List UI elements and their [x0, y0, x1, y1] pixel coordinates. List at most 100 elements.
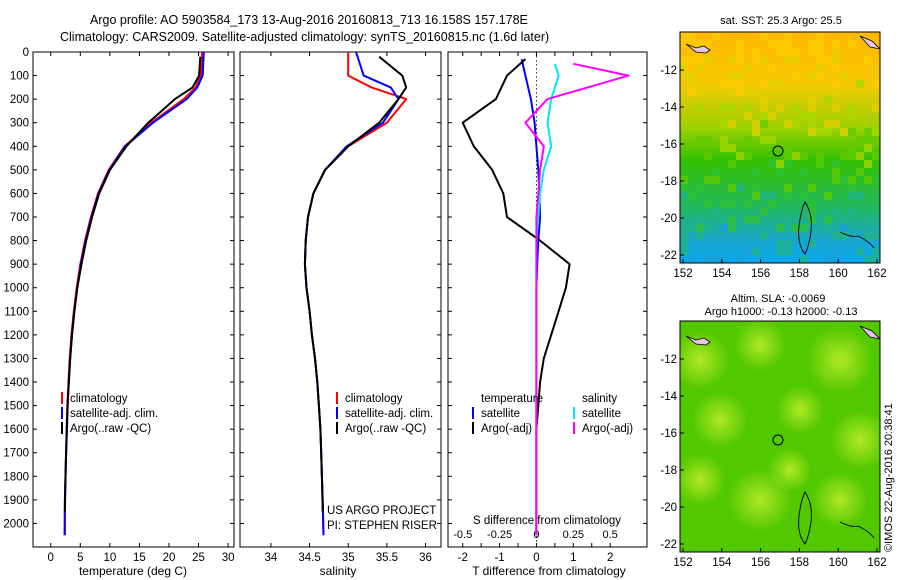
sst-pixel — [680, 240, 688, 248]
sla-patch — [806, 326, 874, 394]
sst-pixel — [704, 152, 712, 160]
legend-argo: Argo(..raw -QC) — [345, 423, 426, 435]
sst-pixel — [784, 160, 792, 168]
sst-pixel — [720, 144, 728, 152]
coastline — [685, 43, 711, 54]
x-tick-label: 35 — [342, 552, 355, 564]
sst-pixel — [720, 256, 728, 263]
sst-pixel — [856, 248, 864, 256]
x-tick-label: -2 — [458, 552, 468, 564]
sla-patch — [734, 321, 786, 371]
sst-pixel — [864, 176, 872, 184]
s-difference-label: S difference from climatology — [473, 515, 621, 527]
t-difference-xlabel: T difference from climatology — [472, 564, 626, 578]
x-tick-label: 156 — [751, 268, 770, 280]
sla-patch — [812, 472, 868, 528]
x-tick-label: 152 — [673, 268, 692, 280]
sst-pixel — [728, 72, 736, 80]
difference-panel: -2 -1 0 1 2 -0.5 -0.25 0 0.25 0.5 S difference f… — [447, 51, 648, 578]
sst-pixel — [768, 112, 776, 120]
sst-pixel — [824, 216, 832, 224]
y-tick-label: 1100 — [4, 306, 29, 318]
sst-pixel — [688, 40, 696, 48]
y-tick-label: -16 — [660, 428, 677, 440]
salinity-panel: 34 34.5 35 35.5 36 salinity climatology sate… — [239, 51, 442, 578]
y-tick-label: -14 — [660, 102, 677, 114]
sst-pixel — [784, 216, 792, 224]
sst-pixel — [720, 104, 728, 112]
salinity-lines — [303, 51, 408, 536]
sst-pixel — [832, 48, 840, 56]
sst-pixel — [680, 72, 688, 80]
sst-pixel — [744, 88, 752, 96]
sst-pixel — [728, 144, 736, 152]
sst-map: sat. SST: 25.3 Argo: 25.5 152 154 156 158 16… — [660, 15, 886, 280]
sst-pixel — [856, 152, 864, 160]
y-tick-label: 300 — [10, 118, 29, 130]
sst-pixel — [728, 200, 736, 208]
sst-pixel — [840, 128, 848, 136]
sst-pixel — [800, 256, 808, 263]
sst-pixel — [800, 112, 808, 120]
x-tick-label: 160 — [829, 268, 848, 280]
sst-pixel — [776, 160, 784, 168]
sst-pixel — [832, 248, 840, 256]
sst-pixel — [696, 232, 704, 240]
sst-pixel — [864, 256, 872, 263]
sst-pixel — [808, 48, 816, 56]
sst-pixel — [680, 64, 688, 72]
sst-pixel — [704, 176, 712, 184]
sst-pixel — [752, 56, 760, 64]
sst-pixel — [736, 48, 744, 56]
sst-pixel — [696, 104, 704, 112]
sst-pixel — [776, 240, 784, 248]
sst-pixel — [792, 72, 800, 80]
sst-pixel — [752, 168, 760, 176]
sst-pixel — [712, 176, 720, 184]
sst-pixel — [784, 40, 792, 48]
sst-pixel — [680, 232, 688, 240]
sst-pixel — [872, 104, 880, 112]
sst-pixel — [680, 192, 688, 200]
temperature-panel: 0100200300400500600700800900100011001200… — [3, 47, 235, 578]
sla-patch — [680, 454, 726, 506]
sst-pixel — [816, 32, 824, 40]
difference-frame — [447, 51, 648, 548]
series-line — [63, 51, 204, 536]
sst-pixel — [768, 136, 776, 144]
y-tick-label: 1700 — [3, 448, 29, 460]
sla-anomaly-patches — [680, 321, 880, 532]
y-tick-label: -18 — [660, 176, 677, 188]
sst-pixel — [792, 224, 800, 232]
legend-s-satellite: satellite — [582, 408, 621, 420]
sst-pixel — [816, 72, 824, 80]
sst-pixel — [816, 56, 824, 64]
sst-pixel — [768, 200, 776, 208]
series-line — [63, 51, 205, 536]
sst-pixel — [832, 168, 840, 176]
sst-pixel — [808, 240, 816, 248]
sst-pixel — [752, 184, 760, 192]
y-tick-label: 0 — [23, 47, 29, 59]
sst-pixel — [848, 144, 856, 152]
sst-pixel — [808, 112, 816, 120]
sst-pixel — [736, 56, 744, 64]
sst-pixel — [832, 104, 840, 112]
sst-pixel — [864, 56, 872, 64]
sst-pixel — [752, 128, 760, 136]
sst-pixel — [808, 96, 816, 104]
sst-pixel — [864, 128, 872, 136]
sst-pixel — [824, 56, 832, 64]
salinity-ticks: 34 34.5 35 35.5 36 — [240, 51, 441, 564]
sst-pixel — [832, 232, 840, 240]
temperature-xlabel: temperature (deg C) — [79, 564, 187, 578]
y-tick-label: 1900 — [3, 495, 29, 507]
sla-ticks: 152 154 156 158 160 162 -12 -14 -16 -18 -20 -22 — [660, 354, 886, 569]
x-tick-label: 20 — [163, 552, 176, 564]
sst-pixel — [776, 168, 784, 176]
y-tick-label: 700 — [10, 212, 29, 224]
x-tick-label: 34 — [265, 552, 278, 564]
y-tick-label: 800 — [10, 236, 29, 248]
y-tick-label: 100 — [10, 71, 29, 83]
s-tick-label: 0.5 — [602, 529, 617, 541]
